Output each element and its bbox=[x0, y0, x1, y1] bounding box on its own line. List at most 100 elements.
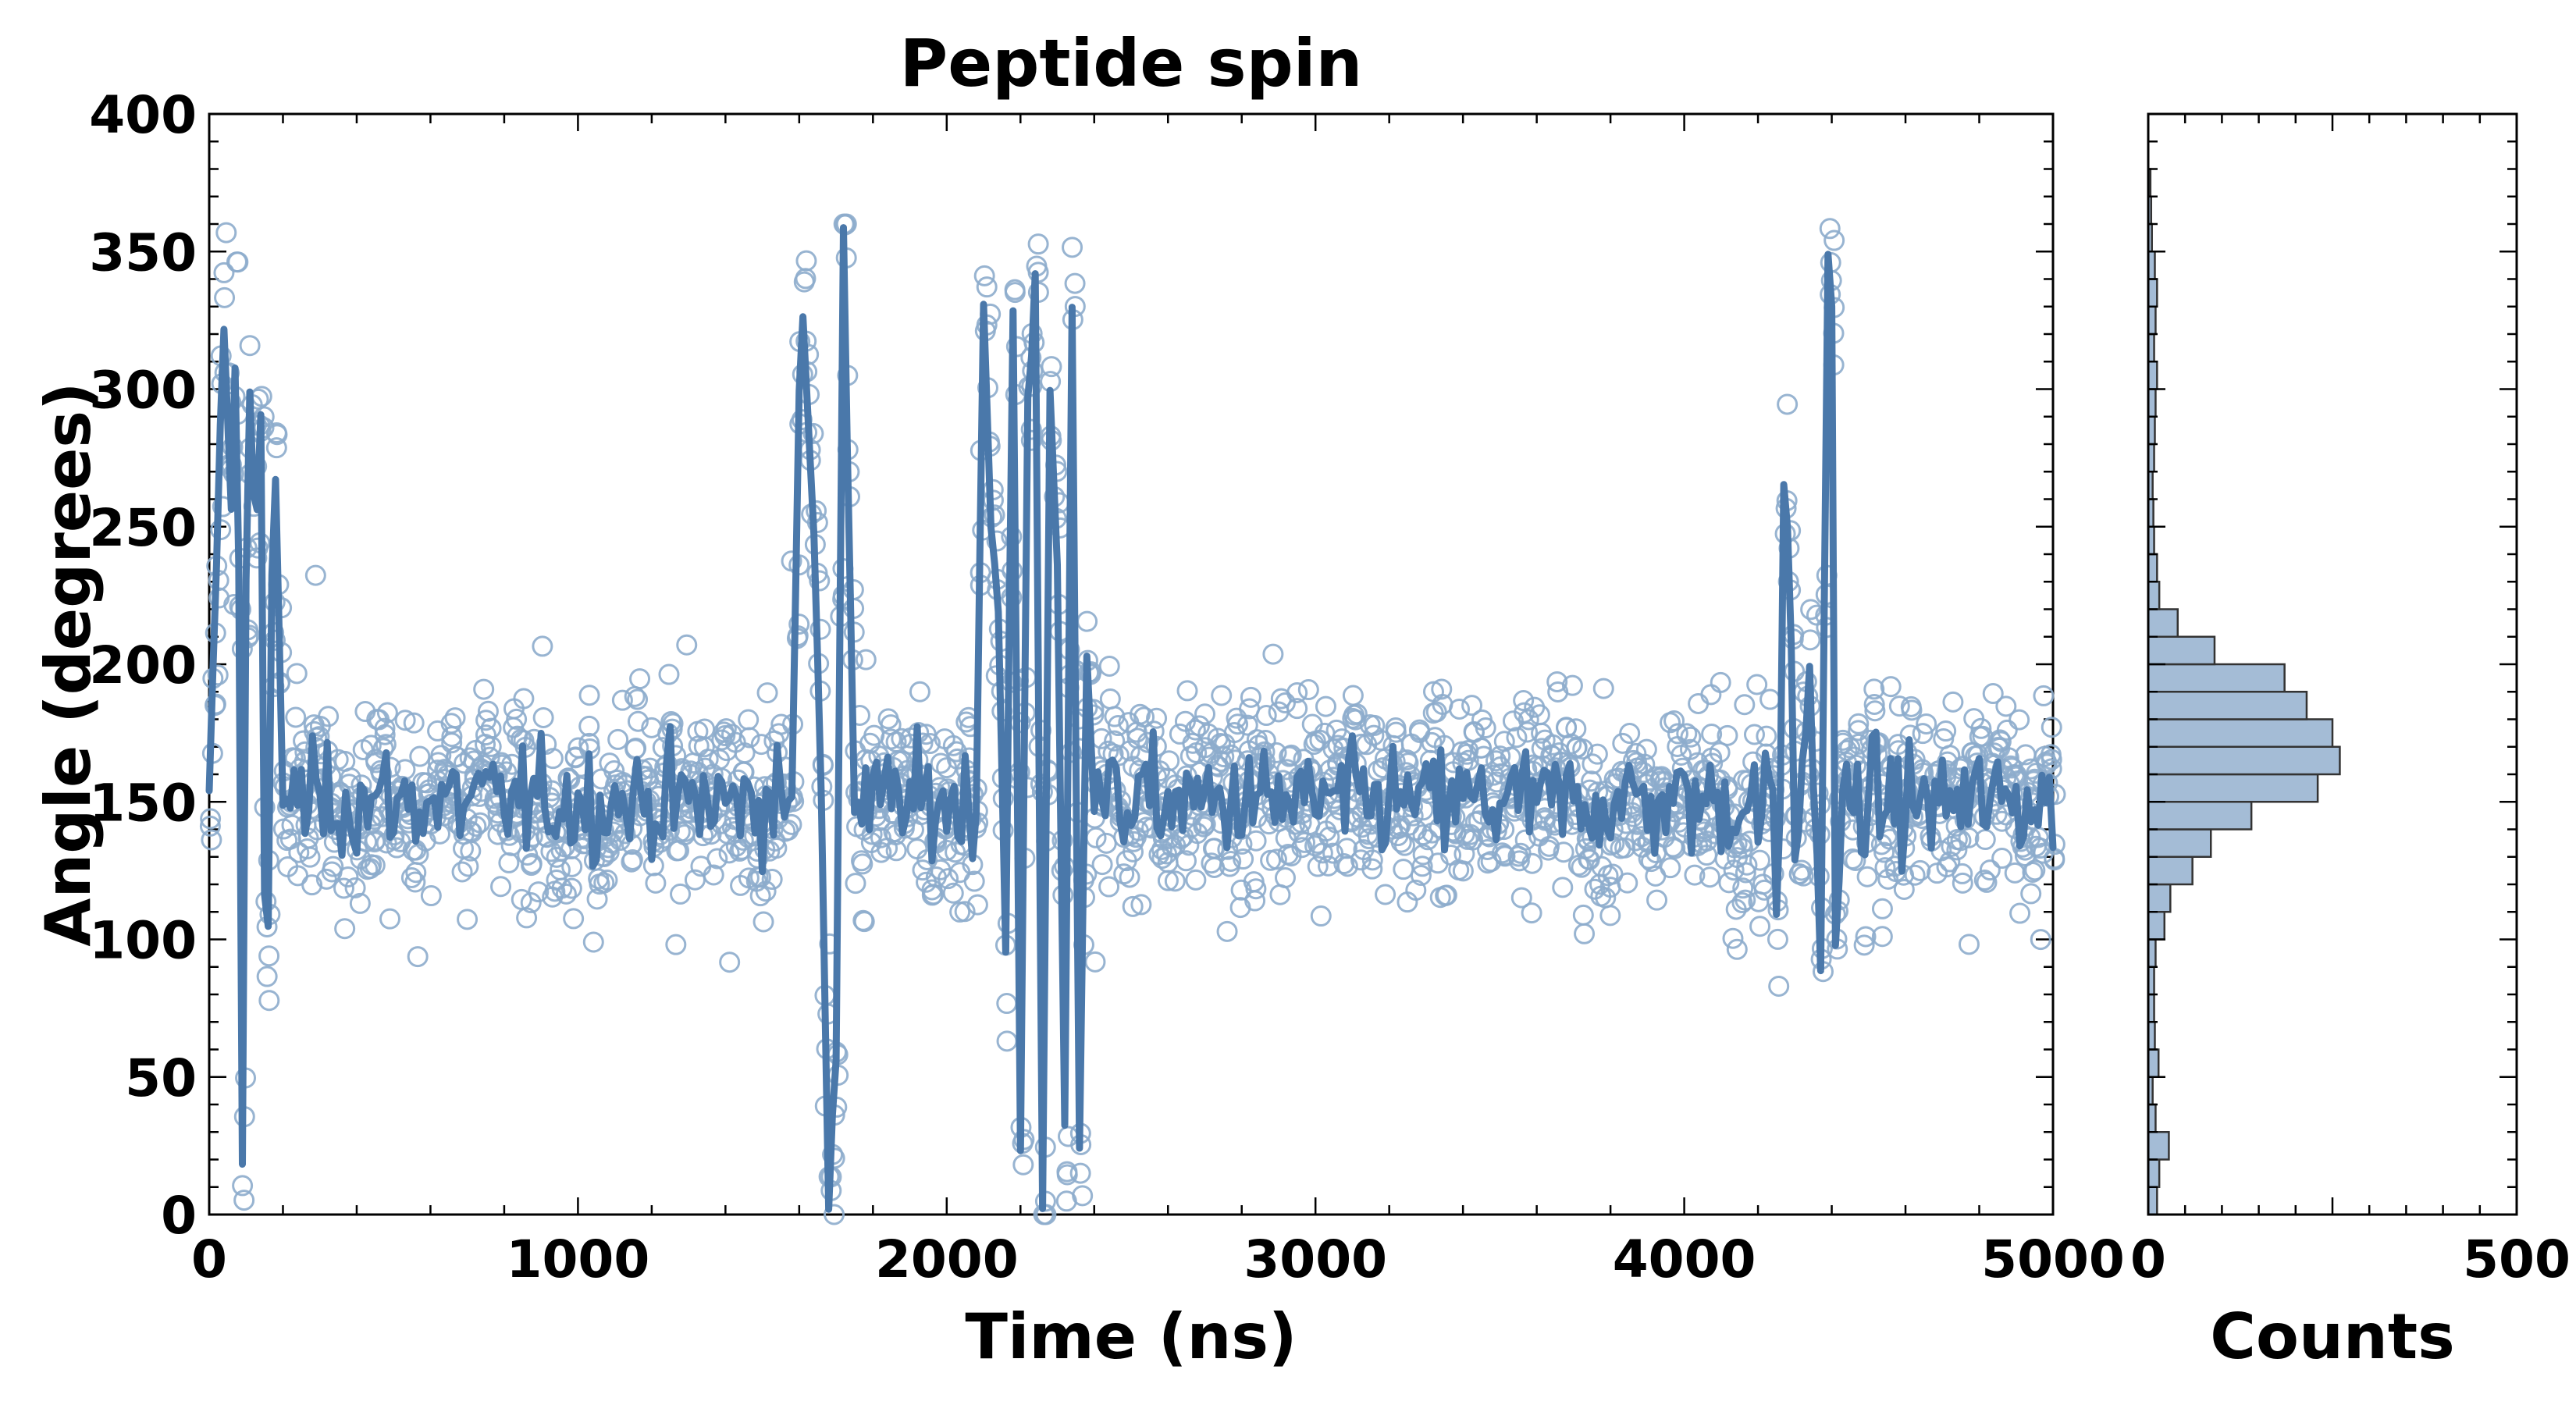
scatter-point bbox=[1709, 742, 1731, 763]
scatter-point bbox=[407, 946, 429, 968]
scatter-point bbox=[1262, 643, 1284, 665]
scatter-point bbox=[213, 261, 235, 283]
scatter-point bbox=[532, 706, 554, 728]
histogram-bar bbox=[2147, 553, 2158, 583]
scatter-point bbox=[2030, 929, 2051, 951]
scatter-point bbox=[1743, 724, 1765, 745]
scatter-point bbox=[916, 848, 938, 870]
scatter-point bbox=[1863, 693, 1885, 715]
scatter-point bbox=[1084, 951, 1106, 973]
trajectory-path bbox=[205, 224, 2057, 1213]
scatter-point bbox=[286, 663, 308, 685]
scatter-point bbox=[561, 855, 583, 877]
scatter-point bbox=[239, 335, 261, 357]
scatter-point bbox=[963, 870, 985, 892]
scatter-point bbox=[627, 688, 649, 710]
histogram-bar bbox=[2147, 911, 2166, 941]
scatter-point bbox=[1076, 610, 1098, 632]
scatter-point bbox=[1856, 866, 1878, 887]
scatter-point bbox=[676, 634, 698, 656]
x-tick-labels: 0 1000 2000 3000 4000 5000 bbox=[191, 1229, 2125, 1289]
scatter-point bbox=[560, 877, 582, 899]
scatter-point bbox=[1726, 938, 1748, 960]
scatter-point bbox=[563, 908, 585, 930]
scatter-point bbox=[1552, 877, 1574, 898]
scatter-point bbox=[1599, 905, 1621, 927]
scatter-point bbox=[473, 678, 495, 700]
scatter-point bbox=[2020, 883, 2042, 905]
histogram-bar bbox=[2147, 581, 2161, 610]
scatter-point bbox=[1582, 753, 1603, 775]
scatter-point bbox=[1807, 782, 1829, 804]
scatter-point bbox=[870, 841, 892, 863]
scatter-point bbox=[1164, 870, 1186, 892]
scatter-point bbox=[1995, 695, 2017, 717]
main-plot-frame bbox=[208, 112, 2055, 1216]
scatter-point bbox=[1385, 717, 1407, 738]
scatter-point bbox=[344, 877, 366, 898]
histogram-bar bbox=[2147, 635, 2216, 666]
scatter-point bbox=[1732, 877, 1754, 899]
scatter-point bbox=[1336, 838, 1357, 859]
scatter-point bbox=[1749, 916, 1771, 937]
x-tick-label: 2000 bbox=[875, 1229, 1019, 1289]
scatter-point bbox=[711, 729, 733, 751]
scatter-point bbox=[1069, 1162, 1091, 1184]
scatter-point bbox=[1663, 710, 1685, 732]
scatter-point bbox=[806, 511, 828, 533]
scatter-point bbox=[756, 682, 778, 704]
scatter-point bbox=[379, 908, 400, 930]
scatter-point bbox=[374, 717, 396, 739]
scatter-point bbox=[258, 990, 280, 1012]
scatter-point bbox=[665, 934, 687, 955]
scatter-point bbox=[984, 504, 1005, 526]
scatter-point bbox=[1475, 717, 1496, 739]
x-tick-label: 0 bbox=[191, 1229, 227, 1289]
scatter-point bbox=[852, 853, 873, 875]
scatter-point bbox=[694, 718, 716, 740]
scatter-point bbox=[1676, 723, 1698, 745]
scatter-point bbox=[1072, 1185, 1094, 1207]
scatter-point bbox=[1823, 229, 1845, 251]
scatter-point bbox=[1581, 770, 1603, 792]
scatter-point bbox=[749, 885, 771, 907]
scatter-point bbox=[1176, 850, 1197, 872]
scatter-point bbox=[853, 911, 875, 933]
scatter-point bbox=[706, 848, 728, 870]
scatter-point bbox=[2040, 744, 2062, 766]
scatter-point bbox=[1194, 703, 1216, 725]
scatter-point bbox=[1939, 851, 1961, 873]
scatter-point bbox=[1717, 724, 1738, 746]
scatter-point bbox=[403, 712, 425, 734]
scatter-point bbox=[588, 868, 610, 890]
scatter-point bbox=[532, 635, 553, 657]
scatter-point bbox=[1952, 863, 1973, 884]
scatter-point bbox=[1700, 684, 1722, 706]
scatter-point bbox=[1799, 629, 1821, 651]
scatter-point bbox=[334, 918, 356, 940]
scatter-point bbox=[1233, 848, 1254, 870]
scatter-point bbox=[516, 907, 538, 929]
histogram-bars bbox=[2147, 168, 2341, 1216]
scatter-point bbox=[627, 710, 649, 732]
scatter-point bbox=[1425, 701, 1447, 723]
scatter-point bbox=[1265, 848, 1287, 870]
scatter-point bbox=[1521, 902, 1542, 924]
scatter-point bbox=[1617, 872, 1638, 894]
scatter-point bbox=[1679, 738, 1701, 760]
scatter-point bbox=[340, 767, 361, 789]
y-tick-label: 100 bbox=[89, 911, 197, 971]
chart-title: Peptide spin bbox=[900, 25, 1363, 101]
x-axis-label: Time (ns) bbox=[965, 1300, 1297, 1373]
histogram-bar bbox=[2147, 1048, 2160, 1078]
scatter-point bbox=[2029, 838, 2051, 859]
scatter-point bbox=[1194, 813, 1216, 835]
histogram-bar bbox=[2147, 663, 2286, 693]
scatter-point bbox=[441, 732, 463, 754]
scatter-point bbox=[1411, 855, 1433, 877]
scatter-point bbox=[824, 1204, 845, 1225]
scatter-point bbox=[1660, 857, 1681, 879]
scatter-point bbox=[2041, 717, 2062, 738]
scatter-point bbox=[1909, 859, 1931, 881]
scatter-point bbox=[1123, 841, 1144, 863]
